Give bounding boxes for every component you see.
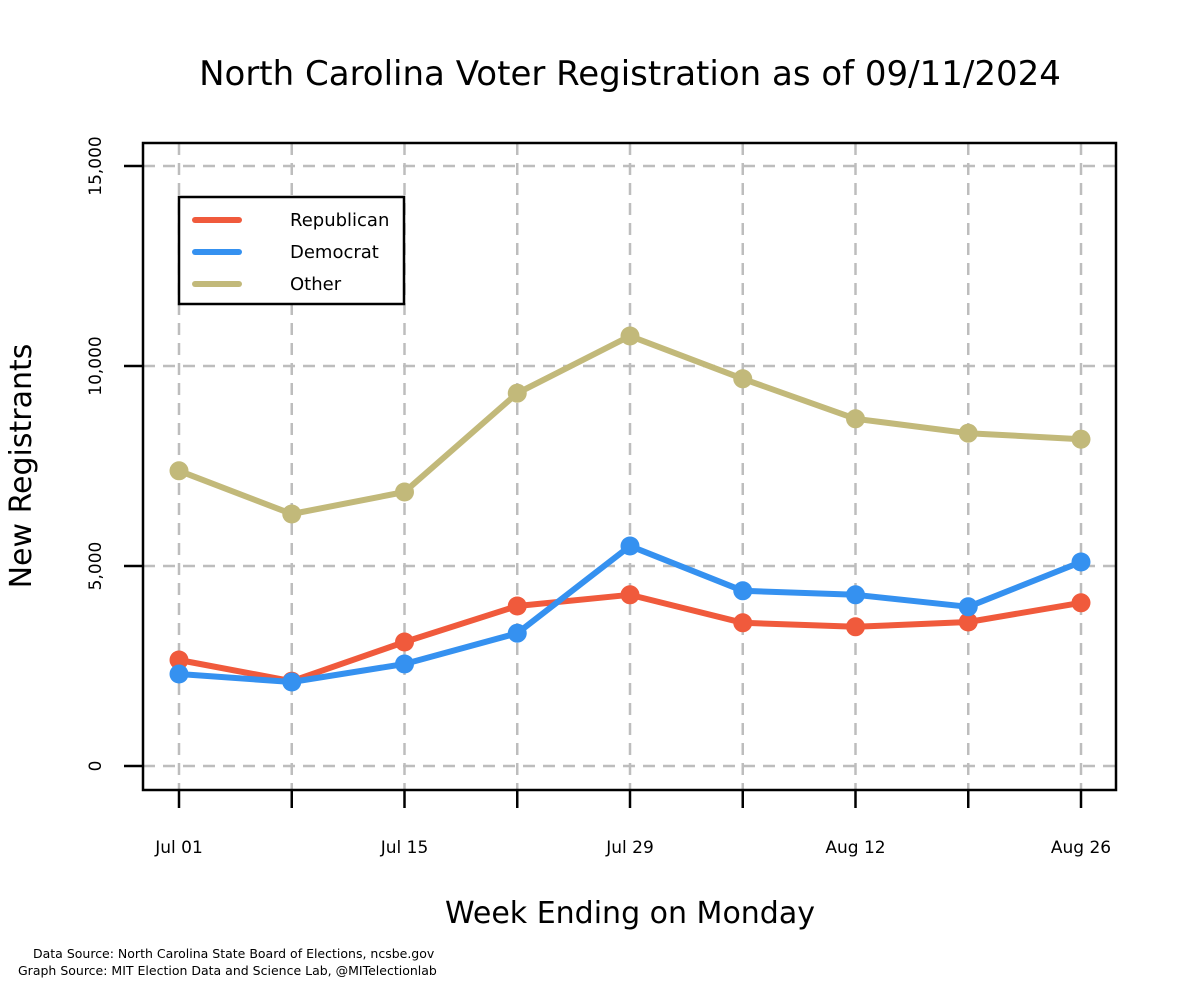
x-tick-label: Aug 12 [825,838,885,858]
y-tick-label: 15,000 [86,136,106,195]
data-point-democrat [958,597,978,617]
data-point-other [1071,429,1091,449]
y-tick-label: 10,000 [86,336,106,395]
data-point-other [958,423,978,443]
grid-lines [143,143,1116,790]
data-point-other [846,409,865,429]
legend-label-republican: Republican [290,210,389,231]
data-point-republican [846,617,865,637]
data-point-other [282,504,302,524]
legend: Republican Democrat Other [177,195,406,306]
data-point-democrat [395,654,414,674]
data-point-democrat [169,664,189,684]
y-tick-label: 5,000 [86,542,106,591]
y-tick-label: 0 [86,761,106,772]
data-point-democrat [846,585,865,605]
data-point-republican [507,596,527,616]
data-point-democrat [507,623,527,643]
series-layer [169,326,1091,692]
data-point-democrat [620,536,640,556]
x-tick-label: Jul 15 [380,838,429,858]
data-point-republican [733,613,753,633]
data-point-other [169,461,189,481]
data-point-democrat [1071,552,1091,572]
chart-title: North Carolina Voter Registration as of … [199,54,1061,94]
data-point-republican [958,612,978,632]
x-axis: Jul 01 Jul 15 Jul 29 Aug 12 Aug 26 [154,790,1111,858]
data-point-democrat [733,581,753,601]
data-point-democrat [282,672,302,692]
legend-label-democrat: Democrat [290,242,379,263]
data-point-other [620,326,640,346]
x-tick-label: Jul 29 [605,838,654,858]
legend-label-other: Other [290,274,342,295]
data-point-other [395,482,414,502]
x-tick-label: Jul 01 [154,838,203,858]
x-tick-label: Aug 26 [1051,838,1111,858]
data-point-other [507,383,527,403]
x-axis-title: Week Ending on Monday [445,896,815,931]
graph-source-note: Graph Source: MIT Election Data and Scie… [18,963,437,978]
y-axis-title: New Registrants [4,344,39,589]
data-point-republican [620,585,640,605]
data-point-other [733,369,753,389]
data-point-republican [395,632,414,652]
y-axis: 0 5,000 10,000 15,000 [86,136,143,771]
data-source-note: Data Source: North Carolina State Board … [33,946,435,961]
data-point-republican [169,650,189,670]
data-point-republican [1071,593,1091,613]
